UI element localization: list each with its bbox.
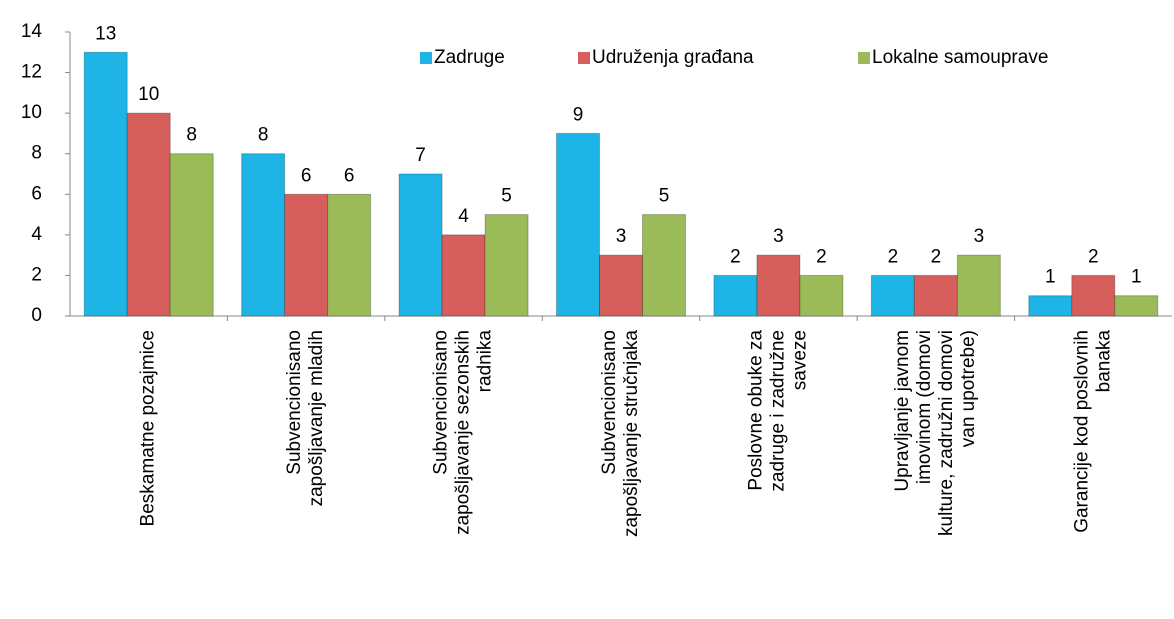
bar: [642, 214, 686, 317]
bar: [956, 254, 1001, 317]
x-tick-label: Beskamatne pozajmice: [138, 330, 159, 526]
bar: [799, 274, 844, 317]
data-label: 5: [501, 186, 512, 207]
bar: [83, 51, 128, 317]
x-tick-label: Garancije kod poslovnihbanaka: [1071, 330, 1114, 533]
legend-label: Lokalne samouprave: [872, 47, 1048, 68]
x-tick-label: Subvencionisanozapošljavanje mladih: [284, 330, 327, 506]
x-tick-label: Subvencionisanozapošljavanje sezonskihra…: [431, 330, 496, 535]
legend-marker: [420, 52, 432, 64]
bar: [441, 234, 486, 317]
legend-label: Udruženja građana: [592, 47, 754, 68]
bar: [1028, 295, 1073, 317]
legend-marker: [858, 52, 870, 64]
data-label: 8: [258, 125, 269, 146]
bar: [484, 214, 529, 317]
data-label: 2: [1088, 246, 1099, 267]
bar: [169, 153, 214, 317]
bar: [241, 153, 286, 317]
data-label: 3: [773, 226, 784, 247]
y-tick-label: 0: [31, 305, 42, 326]
data-label: 1: [1045, 267, 1056, 288]
y-tick-label: 4: [31, 224, 42, 245]
data-label: 6: [301, 165, 312, 186]
data-label: 6: [344, 165, 355, 186]
y-tick-label: 6: [31, 183, 42, 204]
bar: [327, 193, 372, 317]
bar: [756, 254, 801, 317]
y-tick-label: 10: [21, 102, 42, 123]
data-label: 9: [573, 104, 584, 125]
data-label: 13: [95, 23, 116, 44]
data-label: 2: [888, 246, 899, 267]
data-label: 1: [1131, 267, 1142, 288]
x-tick-label: Upravljanje javnomimovinom (domovikultur…: [892, 330, 979, 536]
legend-marker: [578, 52, 590, 64]
data-label: 3: [974, 226, 985, 247]
bar: [913, 274, 958, 317]
data-label: 8: [186, 125, 197, 146]
legend-label: Zadruge: [434, 47, 505, 68]
bar: [1114, 295, 1159, 317]
y-tick-label: 12: [21, 62, 42, 83]
bar: [1071, 274, 1116, 317]
bar: [284, 193, 329, 317]
data-label: 2: [931, 246, 942, 267]
bar: [599, 254, 643, 317]
data-label: 2: [730, 246, 741, 267]
data-label: 3: [616, 226, 627, 247]
bar: [713, 274, 758, 317]
bar: [870, 274, 915, 317]
data-label: 5: [659, 186, 670, 207]
data-label: 10: [138, 84, 159, 105]
x-tick-label: Subvencionisanozapošljavanje stručnjaka: [599, 330, 642, 537]
data-label: 2: [816, 246, 827, 267]
bar: [126, 112, 171, 317]
data-label: 7: [415, 145, 426, 166]
y-tick-label: 8: [31, 143, 42, 164]
x-tick-label: Poslovne obuke zazadruge i zadružnesavez…: [745, 330, 810, 492]
data-label: 4: [458, 206, 469, 227]
y-tick-label: 2: [31, 264, 42, 285]
bar: [398, 173, 443, 317]
y-tick-label: 14: [21, 21, 43, 42]
bar: [556, 132, 600, 317]
